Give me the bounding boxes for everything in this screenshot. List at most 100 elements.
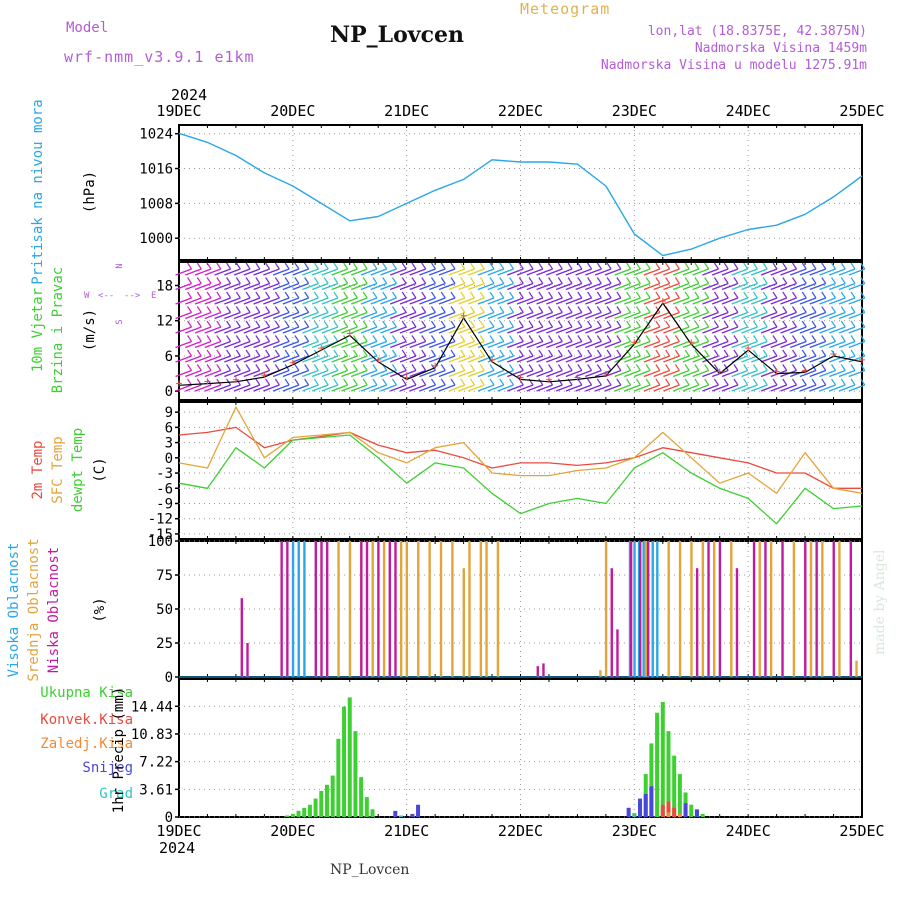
wind-barb-flag [684,378,690,386]
wind-barb-flag [567,262,573,270]
wind-barb-flag [372,306,378,313]
wind-barb [799,268,817,276]
wind-barb-flag [596,364,602,371]
wind-barb [682,384,700,392]
cloud-bar-2 [832,541,835,677]
wind-barb [448,355,465,363]
wind-barb [185,282,202,291]
wind-barb [604,384,622,392]
wind-barb [555,311,573,320]
wind-barb [438,355,456,363]
wind-barb [428,340,446,349]
wind-barb-flag [606,320,612,328]
wind-barb [350,355,368,363]
wind-barb-flag [421,335,427,342]
wind-barb-flag [791,306,797,313]
wind-barb-flag [411,262,417,270]
wind-barb-field [175,262,866,392]
wind-barb-flag [840,306,846,313]
wind-barb [672,340,690,349]
wind-barb-flag [460,262,466,270]
wind-barb-flag [684,349,690,357]
wind-barb-flag [782,306,788,313]
wind-barb-flag [294,378,300,386]
wind-barb [341,369,358,378]
wind-barb [750,268,768,276]
wind-barb [204,369,222,378]
wind-barb [321,326,339,334]
wind-barb-flag [665,364,671,371]
wind-barb-flag [235,262,241,270]
wind-barb-flag [577,349,583,357]
precip-bar-0 [677,774,682,817]
wind-barb-flag [206,364,212,371]
cloud-bar-2 [280,541,283,677]
wind-barb-flag [450,335,456,342]
wind-barb [497,268,514,276]
footer-station: NP_Lovcen [330,862,410,878]
wind-barb [233,311,251,320]
wind-barb [331,282,348,291]
wind-barb-flag [421,378,427,386]
wind-barb [360,282,378,291]
precip-legend-4: Grad [99,786,133,802]
wind-barb [565,355,583,363]
wind-barb-flag [655,277,661,284]
wind-barb [253,268,270,276]
wind-barb-flag [470,277,476,284]
wind-barb [711,297,729,305]
wind-barb [204,268,222,276]
wind-barb-flag [206,306,212,313]
wind-barb-flag [616,364,622,371]
wind-barb-flag [509,291,515,299]
wind-barb-flag [430,291,436,299]
wind-barb-flag [743,349,749,357]
wind-barb-flag [274,335,280,342]
cloud-bar-2 [718,541,722,677]
wind-barb [360,355,378,363]
wind-gust-marker [403,374,410,381]
wind-barb [809,326,827,334]
wind-barb [321,311,339,320]
wind-barb-flag [421,291,427,299]
wind-barb [585,311,602,320]
wind-barb [790,282,807,291]
wind-barb [399,355,417,363]
wind-barb-flag [743,306,749,313]
wind-barb-flag [460,306,466,313]
wind-barb [741,282,758,291]
wind-barb [770,297,787,305]
wind-barb-flag [470,291,476,299]
wind-barb [272,340,290,349]
wind-gust-marker [545,376,552,383]
wind-barb [507,268,524,276]
wind-barb-flag [499,277,505,284]
wind-barb-flag [372,364,378,371]
wind-barb [604,340,622,349]
wind-barb [741,326,758,334]
wind-barb [253,340,270,349]
wind-barb [614,311,631,320]
wind-barb [711,384,729,392]
wind-barb [224,340,241,349]
wind-barb-flag [333,262,339,270]
wind-barb [302,268,319,276]
wind-barb-flag [860,335,866,342]
wind-barb-flag [216,306,222,313]
cloud-bar-2 [377,541,380,677]
wind-barb-flag [850,335,856,342]
wind-barb [653,369,670,378]
wind-barb-flag [587,349,593,357]
cloud-bar-2 [360,541,363,677]
wind-barb-flag [499,378,505,386]
wind-barb [750,326,768,334]
wind-barb [253,384,270,392]
wind-barb-flag [723,291,729,299]
precip-bar-1 [666,801,671,817]
wind-barb [194,369,212,378]
wind-barb-flag [187,291,193,299]
cloud-bar-1 [382,541,386,677]
cloud-bar-1 [428,541,431,677]
wind-barb-flag [245,335,251,342]
wind-barb [585,384,602,392]
